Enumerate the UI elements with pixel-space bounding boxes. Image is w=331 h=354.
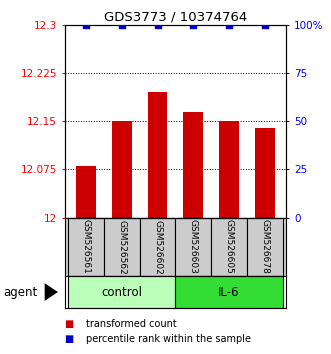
Point (119, 22, 124, 28)
Point (83, 22, 89, 28)
Bar (211, 218, 247, 276)
Bar (68, 218, 104, 276)
Text: transformed count: transformed count (86, 319, 177, 329)
Bar (68, 276, 175, 308)
Text: GSM526605: GSM526605 (225, 219, 234, 274)
Bar (255, 128, 275, 218)
Bar (104, 218, 140, 276)
Text: GSM526561: GSM526561 (81, 219, 90, 274)
Point (226, 22, 232, 28)
Text: percentile rank within the sample: percentile rank within the sample (86, 334, 251, 344)
Text: ■: ■ (65, 334, 74, 344)
Text: GSM526562: GSM526562 (117, 219, 126, 274)
Bar (183, 112, 203, 218)
Text: GSM526678: GSM526678 (260, 219, 269, 274)
Text: agent: agent (3, 286, 37, 298)
Bar (112, 121, 132, 218)
Point (262, 22, 267, 28)
Bar (175, 218, 211, 276)
Text: control: control (101, 286, 142, 298)
Text: ■: ■ (65, 319, 74, 329)
Point (191, 22, 196, 28)
Point (155, 22, 160, 28)
Text: GSM526603: GSM526603 (189, 219, 198, 274)
Text: GSM526602: GSM526602 (153, 219, 162, 274)
Bar (219, 121, 239, 218)
Text: IL-6: IL-6 (218, 286, 240, 298)
Bar (140, 218, 175, 276)
Bar (175, 276, 283, 308)
Bar (148, 92, 167, 218)
Bar (247, 218, 283, 276)
Title: GDS3773 / 10374764: GDS3773 / 10374764 (104, 11, 247, 24)
Bar (76, 166, 96, 218)
